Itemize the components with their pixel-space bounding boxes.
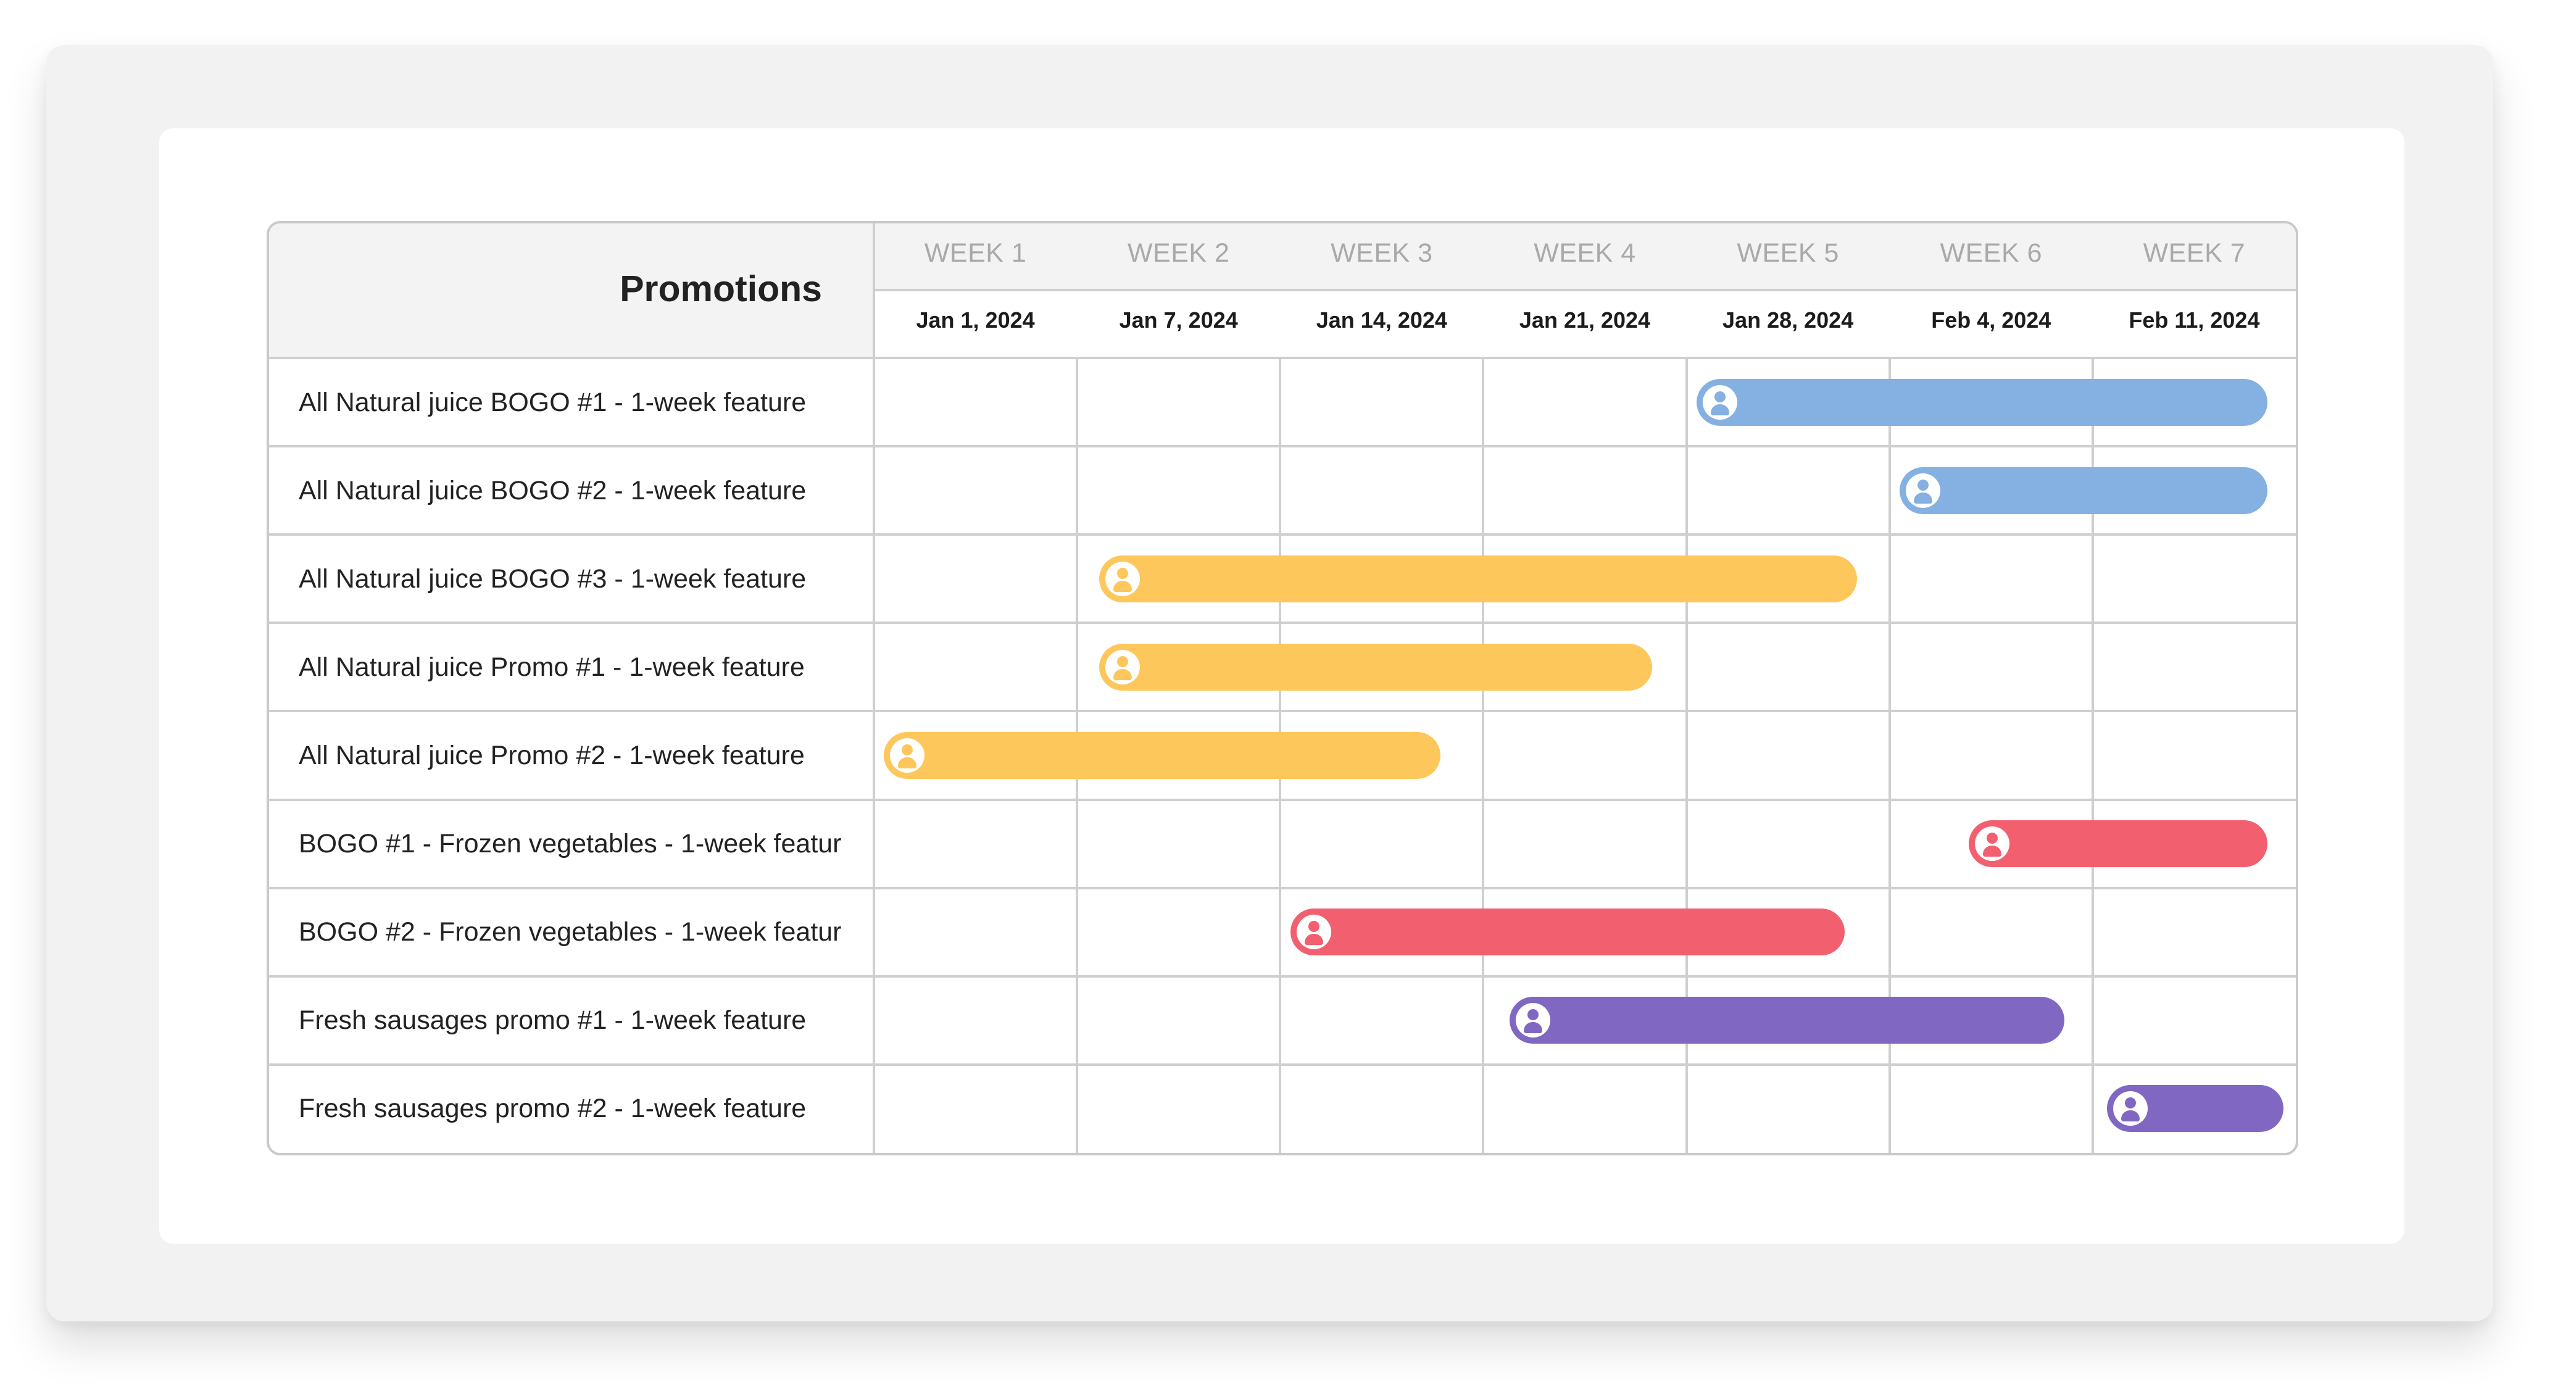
week-column-divider (1888, 358, 1891, 1153)
header-divider (874, 289, 2296, 291)
avatar-body (1304, 934, 1323, 946)
avatar-head (1714, 391, 1726, 402)
user-avatar-icon (2113, 1091, 2148, 1126)
date-label: Jan 14, 2024 (1316, 307, 1447, 333)
avatar-body (1914, 492, 1933, 504)
row-divider (269, 622, 2296, 625)
task-bar[interactable] (1900, 467, 2267, 514)
label-column-divider (873, 223, 875, 1153)
avatar-head (1987, 833, 1998, 844)
task-bar[interactable] (1290, 909, 1845, 956)
avatar-head (902, 744, 913, 755)
avatar-head (1117, 567, 1129, 579)
task-label: All Natural juice BOGO #1 - 1-week featu… (299, 387, 807, 417)
task-label: Fresh sausages promo #2 - 1-week feature (299, 1094, 807, 1124)
avatar-body (1711, 404, 1730, 415)
week-label: WEEK 2 (1127, 238, 1230, 268)
avatar-head (1117, 655, 1129, 667)
date-label: Feb 4, 2024 (1931, 307, 2051, 333)
header-bottom-divider (269, 357, 2296, 359)
user-avatar-icon (1105, 561, 1141, 596)
user-avatar-icon (890, 738, 925, 773)
avatar-body (2121, 1110, 2140, 1122)
task-label: All Natural juice BOGO #2 - 1-week featu… (299, 475, 807, 505)
task-label: All Natural juice BOGO #3 - 1-week featu… (299, 563, 807, 594)
week-label: WEEK 1 (924, 238, 1027, 268)
task-label: All Natural juice Promo #1 - 1-week feat… (299, 652, 805, 682)
avatar-head (1308, 921, 1319, 933)
avatar-body (1113, 580, 1132, 592)
week-label: WEEK 4 (1534, 238, 1636, 268)
week-label: WEEK 5 (1737, 238, 1839, 268)
row-divider (269, 445, 2296, 448)
week-column-divider (1482, 358, 1485, 1153)
date-label: Jan 7, 2024 (1119, 307, 1238, 333)
date-label: Jan 28, 2024 (1722, 307, 1854, 333)
row-divider (269, 798, 2296, 801)
week-label: WEEK 3 (1331, 238, 1433, 268)
task-label: BOGO #2 - Frozen vegetables - 1-week fea… (299, 917, 842, 947)
avatar-body (1524, 1022, 1543, 1034)
avatar-body (1983, 846, 2002, 857)
task-bar[interactable] (1969, 820, 2267, 868)
week-column-divider (1685, 358, 1688, 1153)
date-label: Jan 21, 2024 (1519, 307, 1651, 333)
header-left-panel: Promotions (269, 223, 874, 358)
row-divider (269, 975, 2296, 978)
task-label: All Natural juice Promo #2 - 1-week feat… (299, 741, 805, 770)
week-header-row (874, 223, 2296, 290)
user-avatar-icon (1516, 1003, 1551, 1038)
task-label: BOGO #1 - Frozen vegetables - 1-week fea… (299, 829, 842, 859)
user-avatar-icon (1975, 826, 2010, 862)
week-label: WEEK 7 (2143, 238, 2246, 268)
week-column-divider (2091, 358, 2094, 1153)
task-bar[interactable] (2106, 1085, 2284, 1133)
task-bar[interactable] (1099, 643, 1652, 691)
user-avatar-icon (1296, 915, 1331, 950)
task-bar[interactable] (1510, 997, 2064, 1044)
avatar-head (1917, 479, 1929, 491)
row-divider (269, 710, 2296, 713)
gantt-chart: Promotions WEEK 1 Jan 1, 2024 WEEK 2 Jan 7,… (267, 221, 2298, 1155)
row-divider (269, 1063, 2296, 1066)
chart-title: Promotions (620, 268, 822, 309)
avatar-body (1113, 668, 1132, 680)
avatar-head (2124, 1097, 2136, 1109)
date-label: Feb 11, 2024 (2129, 307, 2260, 333)
avatar-body (898, 757, 917, 768)
user-avatar-icon (1906, 473, 1941, 508)
week-label: WEEK 6 (1940, 238, 2043, 268)
user-avatar-icon (1105, 649, 1141, 684)
task-bar[interactable] (884, 732, 1441, 779)
avatar-head (1527, 1009, 1539, 1021)
row-divider (269, 886, 2296, 889)
task-bar[interactable] (1099, 555, 1858, 602)
task-bar[interactable] (1697, 378, 2267, 426)
row-divider (269, 533, 2296, 536)
task-label: Fresh sausages promo #1 - 1-week feature (299, 1005, 807, 1036)
date-label: Jan 1, 2024 (916, 307, 1035, 333)
user-avatar-icon (1703, 385, 1738, 420)
